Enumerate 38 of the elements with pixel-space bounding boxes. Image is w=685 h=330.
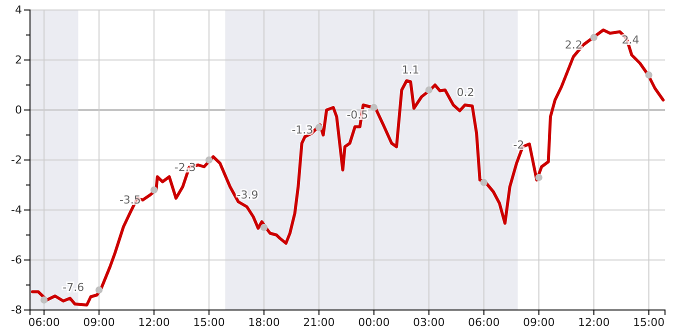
point — [590, 34, 598, 42]
annotation: -7.6 — [62, 281, 84, 294]
y-tick-label: 0 — [15, 104, 22, 117]
point — [535, 174, 542, 182]
x-tick-label: 00:00 — [358, 316, 390, 329]
x-tick-label: 09:00 — [523, 316, 555, 329]
point — [645, 71, 652, 79]
point — [205, 156, 213, 164]
point — [95, 286, 103, 294]
y-tick-label: -2 — [11, 154, 22, 167]
x-tick-label: 06:00 — [28, 316, 60, 329]
point — [425, 86, 432, 94]
point — [150, 186, 158, 194]
x-tick-label: 06:00 — [468, 316, 500, 329]
y-tick-label: 2 — [15, 54, 22, 67]
x-tick-label: 15:00 — [193, 316, 225, 329]
point — [370, 104, 378, 112]
x-tick-label: 03:00 — [413, 316, 445, 329]
point — [480, 178, 488, 186]
y-tick-label: 4 — [15, 4, 22, 17]
x-tick-label: 09:00 — [83, 316, 115, 329]
point — [260, 224, 268, 232]
annotation: 0.2 — [456, 86, 474, 99]
x-tick-label: 15:00 — [632, 316, 665, 329]
y-tick-label: -6 — [11, 254, 22, 267]
annotation: -2 — [513, 138, 524, 152]
annotation: -1.3 — [292, 124, 314, 136]
x-tick-label: 12:00 — [578, 316, 610, 329]
point — [315, 124, 323, 132]
point — [40, 296, 48, 304]
annotation: 2.2 — [564, 38, 582, 52]
y-tick-label: -8 — [11, 304, 22, 317]
annotation: -3.9 — [236, 188, 258, 202]
x-tick-label: 12:00 — [138, 316, 170, 329]
x-tick-label: 18:00 — [248, 316, 280, 329]
y-tick-label: -4 — [11, 204, 22, 217]
annotation: 1.1 — [402, 64, 420, 76]
x-tick-label: 21:00 — [303, 316, 335, 329]
